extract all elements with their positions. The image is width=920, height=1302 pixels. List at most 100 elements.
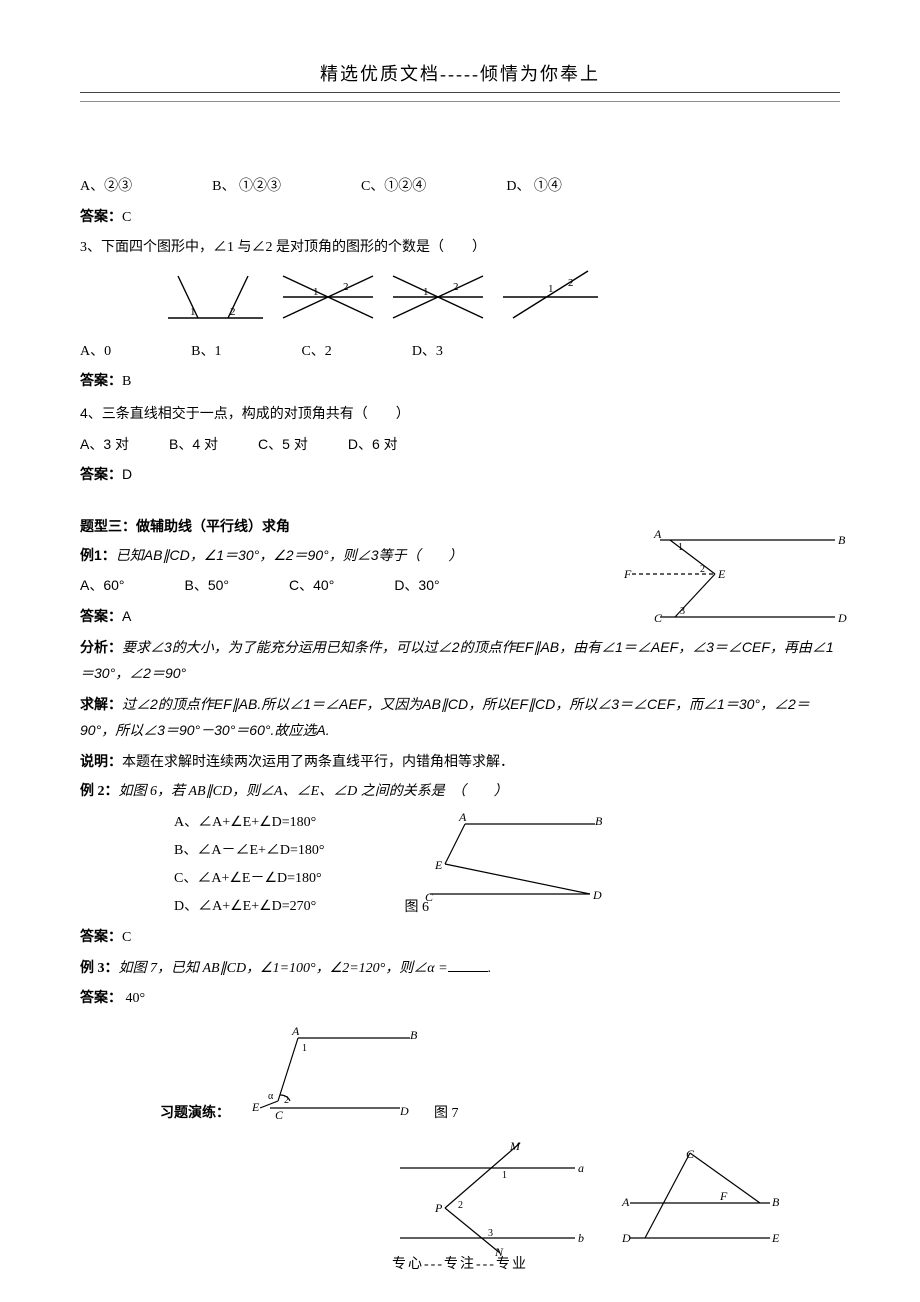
- ex1-opt-c: C、40°: [289, 572, 334, 599]
- qtop-opt-b: B、 ①②③: [212, 174, 281, 201]
- ex3-answer: 40°: [122, 991, 145, 1006]
- fig7-row: 习题演练： AB CD E 1 2: [80, 1023, 840, 1128]
- svg-text:F: F: [719, 1189, 728, 1203]
- q4-opt-a: A、3 对: [80, 431, 129, 458]
- svg-text:3: 3: [488, 1228, 493, 1239]
- q4-opt-d: D、6 对: [348, 431, 398, 458]
- practice-label: 习题演练：: [160, 1102, 230, 1128]
- svg-text:1: 1: [302, 1043, 307, 1054]
- q4-answer-row: 答案：D: [80, 461, 840, 488]
- svg-text:1: 1: [313, 286, 319, 298]
- q3-opt-d: D、3: [412, 339, 443, 366]
- q3-opt-b: B、1: [191, 339, 221, 366]
- ex2-body: A、∠A+∠E+∠D=180° B、∠A－∠E+∠D=180° C、∠A+∠E－…: [80, 809, 840, 921]
- ex3-fig-label: 图 7: [434, 1102, 459, 1128]
- ex1-analysis-label: 分析：: [80, 639, 122, 655]
- footer-text: 专心---专注---专业: [392, 1257, 528, 1272]
- ex1-block: AB CD EF 1 2 3 例1：已知AB∥CD，∠1＝30°，∠2＝90°，…: [80, 542, 840, 775]
- ex1-answer-label: 答案：: [80, 608, 122, 624]
- ex3-figure: AB CD E 1 2 α: [250, 1023, 430, 1128]
- ex1-opt-a: A、60°: [80, 572, 125, 599]
- ex2-opt-d: D、∠A+∠E+∠D=270°: [174, 893, 325, 921]
- svg-text:2: 2: [568, 277, 574, 289]
- svg-text:D: D: [399, 1104, 409, 1118]
- q3-answer-label: 答案：: [80, 374, 122, 389]
- svg-text:A: A: [621, 1195, 630, 1209]
- content-area: A、②③ B、 ①②③ C、①②④ D、 ①④ 答案：C 3、下面四个图形中，∠…: [80, 110, 840, 1258]
- qtop-opt-a: A、②③: [80, 174, 132, 201]
- svg-text:E: E: [717, 567, 726, 581]
- ex1-solve-row: 求解：过∠2的顶点作EF∥AB.所以∠1＝∠AEF，又因为AB∥CD，所以EF∥…: [80, 691, 840, 744]
- qtop-options: A、②③ B、 ①②③ C、①②④ D、 ①④: [80, 174, 840, 201]
- q4-answer: D: [122, 466, 132, 482]
- svg-text:C: C: [275, 1108, 284, 1122]
- q3-stem: 3、下面四个图形中，∠1 与∠2 是对顶角的图形的个数是（ ）: [80, 235, 840, 262]
- practice-figs: M N P a b 1 2 3: [80, 1138, 840, 1258]
- ex1-stem: 已知AB∥CD，∠1＝30°，∠2＝90°，则∠3等于（ ）: [116, 547, 463, 563]
- practice-fig-a: M N P a b 1 2 3: [380, 1138, 590, 1263]
- svg-text:2: 2: [284, 1095, 289, 1106]
- q3-options: A、0 B、1 C、2 D、3: [80, 339, 840, 366]
- svg-text:1: 1: [548, 283, 554, 295]
- svg-text:D: D: [837, 611, 847, 625]
- svg-text:a: a: [578, 1161, 584, 1175]
- ex1-note-row: 说明：本题在求解时连续两次运用了两条直线平行，内错角相等求解．: [80, 748, 840, 775]
- ex2-figure: AB CD E 图 6: [395, 809, 615, 916]
- header-title: 精选优质文档-----倾情为你奉上: [80, 60, 840, 86]
- q4-opt-b: B、4 对: [169, 431, 218, 458]
- svg-text:3: 3: [680, 606, 685, 617]
- svg-text:F: F: [623, 567, 632, 581]
- svg-text:b: b: [578, 1231, 584, 1245]
- svg-text:2: 2: [343, 281, 349, 293]
- ex3-answer-label: 答案：: [80, 991, 122, 1006]
- practice-fig-b: C AB DE F: [620, 1148, 790, 1253]
- svg-text:B: B: [838, 533, 846, 547]
- q3-answer: B: [122, 374, 131, 389]
- svg-text:P: P: [434, 1201, 443, 1215]
- q4-opt-c: C、5 对: [258, 431, 308, 458]
- ex3-label: 例 3：: [80, 961, 119, 976]
- svg-text:1: 1: [190, 306, 196, 318]
- svg-text:B: B: [595, 814, 603, 828]
- qtop-opt-d: D、 ①④: [506, 174, 562, 201]
- svg-text:α: α: [268, 1091, 274, 1102]
- ex2-answer: C: [122, 930, 131, 945]
- ex3-blank: [448, 957, 488, 972]
- svg-text:1: 1: [502, 1170, 507, 1181]
- q3-answer-row: 答案：B: [80, 369, 840, 396]
- page: 精选优质文档-----倾情为你奉上 A、②③ B、 ①②③ C、①②④ D、 ①…: [0, 0, 920, 1298]
- ex2-label: 例 2：: [80, 784, 119, 799]
- ex2-answer-label: 答案：: [80, 930, 122, 945]
- svg-text:2: 2: [453, 281, 459, 293]
- svg-text:B: B: [772, 1195, 780, 1209]
- q3-diagrams: 1 2 1 2 1 2 1 2: [168, 268, 840, 333]
- ex2-options: A、∠A+∠E+∠D=180° B、∠A－∠E+∠D=180° C、∠A+∠E－…: [174, 809, 325, 921]
- svg-text:A: A: [653, 527, 662, 541]
- qtop-opt-c: C、①②④: [361, 174, 426, 201]
- svg-text:A: A: [458, 810, 467, 824]
- q4-options: A、3 对 B、4 对 C、5 对 D、6 对: [80, 431, 840, 458]
- ex1-analysis-row: 分析：要求∠3的大小，为了能充分运用已知条件，可以过∠2的顶点作EF∥AB，由有…: [80, 634, 840, 687]
- svg-text:2: 2: [700, 564, 705, 575]
- svg-text:B: B: [410, 1028, 418, 1042]
- ex2-answer-row: 答案：C: [80, 925, 840, 952]
- qtop-answer-row: 答案：C: [80, 205, 840, 232]
- footer: 专心---专注---专业: [80, 1253, 840, 1273]
- qtop-answer: C: [122, 210, 131, 225]
- svg-text:1: 1: [423, 286, 429, 298]
- ex2-stem-row: 例 2：如图 6，若 AB∥CD，则∠A、∠E、∠D 之间的关系是 （ ）: [80, 779, 840, 806]
- ex2-opt-a: A、∠A+∠E+∠D=180°: [174, 809, 325, 837]
- header-rule-2: [80, 101, 840, 102]
- svg-text:2: 2: [458, 1200, 463, 1211]
- ex3-stem-a: 如图 7，已知 AB∥CD，∠1=100°，∠2=120°，则∠α =: [119, 961, 448, 976]
- ex3-stem-b: .: [488, 961, 492, 976]
- svg-text:2: 2: [230, 306, 236, 318]
- q3-svg: 1 2 1 2 1 2 1 2: [168, 268, 598, 328]
- svg-text:C: C: [654, 611, 663, 625]
- qtop-answer-label: 答案：: [80, 210, 122, 225]
- ex1-note: 本题在求解时连续两次运用了两条直线平行，内错角相等求解．: [122, 753, 514, 769]
- svg-text:E: E: [251, 1100, 260, 1114]
- svg-text:D: D: [592, 888, 602, 902]
- ex1-analysis: 要求∠3的大小，为了能充分运用已知条件，可以过∠2的顶点作EF∥AB，由有∠1＝…: [80, 639, 834, 682]
- svg-text:D: D: [621, 1231, 631, 1245]
